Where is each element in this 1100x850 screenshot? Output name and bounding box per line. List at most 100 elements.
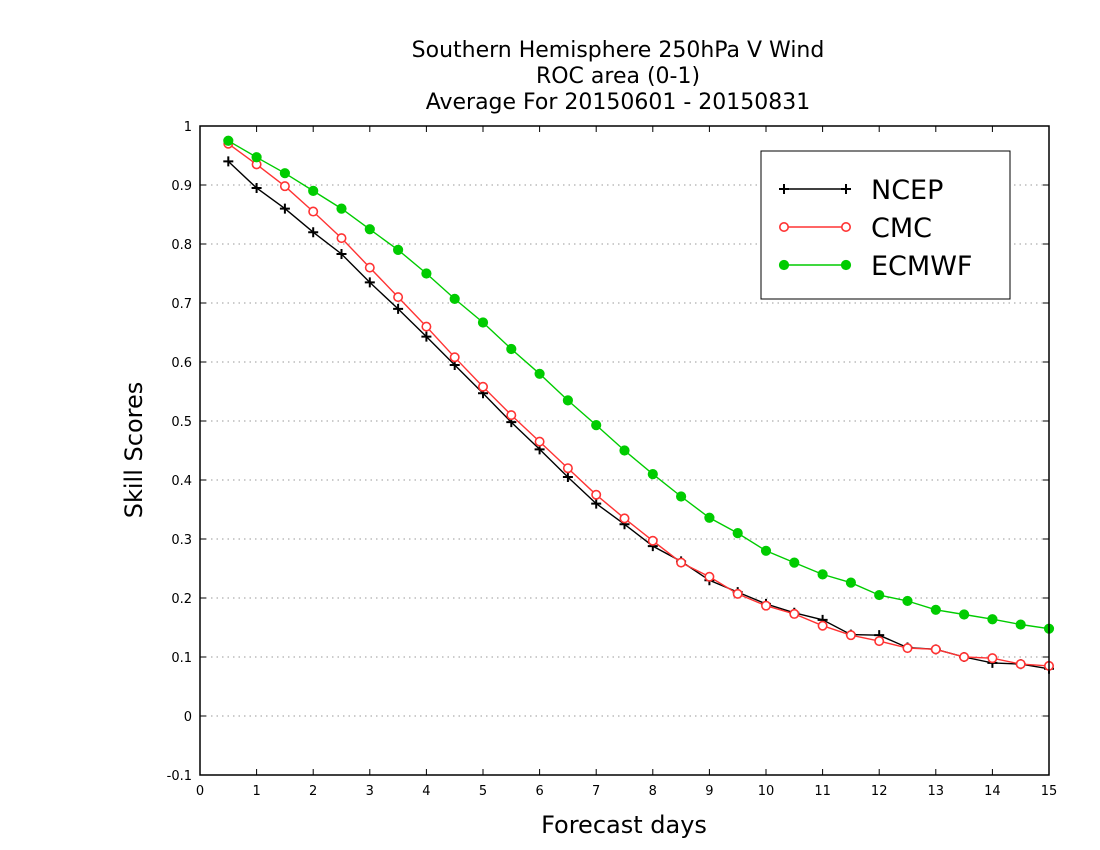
data-point-ncep [393,303,404,314]
data-point-cmc [506,410,517,421]
data-point-ncep [364,277,375,288]
series-cmc [223,138,1055,671]
data-point-cmc [789,608,800,619]
title-line-3: Average For 20150601 - 20150831 [426,90,811,115]
title-line-1: Southern Hemisphere 250hPa V Wind [412,38,825,63]
data-point-cmc [308,206,319,217]
x-tick-label: 6 [535,784,543,799]
data-point-ecmwf [676,491,687,502]
x-tick-label: 11 [814,784,831,799]
data-point-cmc [1015,659,1026,670]
data-point-ecmwf [619,445,630,456]
data-point-ecmwf [902,595,913,607]
y-tick-label: 0.2 [171,592,192,607]
data-point-ecmwf [591,420,602,431]
plot-series [223,135,1055,674]
data-point-cmc [732,588,743,599]
legend-label: CMC [871,213,932,244]
data-point-ecmwf [874,589,885,601]
data-point-cmc [874,636,885,647]
legend-label: ECMWF [871,251,972,282]
x-tick-label: 14 [984,784,1001,799]
data-point-ecmwf [789,557,800,568]
legend: NCEP CMC ECMWF [760,150,1011,300]
data-point-ncep [308,227,319,238]
data-point-cmc [364,262,375,273]
legend-marker-left [779,184,789,194]
y-tick-label: 0.3 [171,533,192,548]
data-point-ncep [562,472,573,483]
data-point-ecmwf [223,135,234,146]
data-point-ecmwf [647,469,658,480]
data-point-ecmwf [308,185,319,196]
data-point-cmc [336,233,347,244]
data-point-cmc [817,620,828,631]
chart-title: Southern Hemisphere 250hPa V Wind ROC ar… [412,38,825,115]
data-point-cmc [591,489,602,500]
data-point-cmc [959,651,970,662]
data-point-cmc [619,513,630,524]
x-axis-label: Forecast days [541,811,707,839]
data-point-ecmwf [959,609,970,620]
y-tick-label: 0.7 [171,297,192,312]
data-point-ecmwf [506,343,517,355]
data-point-ecmwf [1015,619,1026,630]
x-tick-label: 2 [309,784,317,799]
data-point-cmc [393,292,404,303]
x-tick-label: 5 [479,784,487,799]
legend-marker-left [778,222,789,233]
data-point-ecmwf [364,224,375,235]
data-point-ecmwf [704,512,715,523]
data-point-cmc [449,352,460,363]
x-tick-label: 4 [422,784,430,799]
y-tick-label: 0.4 [171,474,192,489]
data-point-cmc [930,644,941,655]
data-point-cmc [704,571,715,582]
y-tick-label: 1 [184,120,192,135]
y-tick-label: 0.6 [171,356,192,371]
y-axis-label: Skill Scores [120,382,148,519]
legend-marker-left [778,259,790,271]
x-tick-label: 8 [649,784,657,799]
x-tick-label: 0 [196,784,204,799]
data-point-ecmwf [251,152,262,163]
legend-marker-right [840,222,851,233]
data-point-ecmwf [279,168,290,179]
data-point-ecmwf [336,203,347,214]
axis-ticks: -0.100.10.20.30.40.50.60.70.80.910 1 2 3 4 5 6… [167,120,1058,799]
plot-frame [199,125,1050,776]
legend-marker-right [841,184,851,194]
x-tick-label: 15 [1041,784,1058,799]
data-point-ncep [251,182,262,193]
x-tick-label: 3 [366,784,374,799]
data-point-ecmwf [930,604,941,615]
data-point-ecmwf [449,293,460,304]
data-point-cmc [760,600,771,611]
data-point-ecmwf [477,317,489,328]
legend-marker-right [840,259,852,271]
y-tick-label: -0.1 [167,769,192,784]
legend-item-cmc: CMC [778,213,932,244]
grid [200,184,1049,717]
y-tick-label: 0.5 [171,415,192,430]
data-point-cmc [477,381,488,392]
data-point-cmc [421,321,432,332]
title-line-2: ROC area (0-1) [536,64,700,89]
data-point-ncep [591,498,602,509]
x-tick-label: 12 [871,784,888,799]
series-ecmwf [223,135,1055,634]
data-point-ecmwf [421,268,432,279]
data-point-ecmwf [760,545,772,556]
x-tick-label: 10 [758,784,775,799]
data-point-cmc [562,463,573,474]
data-point-cmc [902,643,913,654]
x-tick-label: 9 [705,784,713,799]
data-point-ecmwf [817,569,828,580]
legend-label: NCEP [871,175,943,206]
data-point-cmc [279,181,290,192]
data-point-cmc [845,630,856,641]
y-tick-label: 0.8 [171,238,192,253]
x-tick-label: 7 [592,784,600,799]
data-point-cmc [647,535,658,546]
